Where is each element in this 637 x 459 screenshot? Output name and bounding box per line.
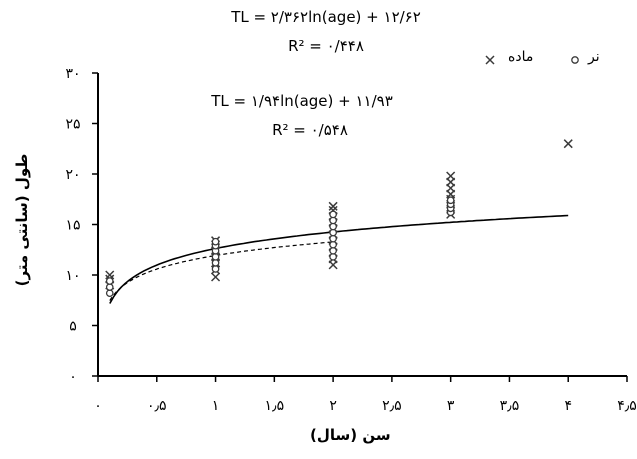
x-tick-label: ۳ (447, 398, 455, 414)
female-trend-r2: R² = ۰/۴۴۸ (288, 37, 364, 55)
y-tick-label: ۰ (69, 369, 77, 385)
male-trendline (109, 241, 334, 301)
male-point (446, 196, 455, 205)
female-point (211, 272, 221, 282)
x-axis-title: سن (سال) (310, 426, 391, 444)
x-tick-label: ۳٫۵ (500, 398, 520, 414)
male-point (105, 277, 114, 285)
legend-label-male: نر (588, 49, 600, 65)
y-tick-label: ۱۵ (65, 218, 80, 234)
female-trend-equation: TL = ۲/۳۶۲ln(age) + ۱۲/۶۲ (231, 8, 421, 26)
legend-label-female: ماده (508, 49, 534, 65)
data-points (105, 139, 573, 298)
female-point (563, 139, 573, 149)
female-point (446, 171, 456, 181)
legend-marker-female (485, 55, 495, 65)
y-tick-label: ۳۰ (65, 66, 80, 82)
female-point (328, 201, 338, 211)
x-tick-label: ۱ (212, 398, 220, 414)
x-tick-label: ۴ (564, 398, 572, 414)
x-tick-label: ۱٫۵ (265, 398, 285, 414)
male-trend-r2: R² = ۰/۵۴۸ (272, 121, 348, 139)
female-trendline (109, 214, 569, 304)
trendlines (109, 214, 569, 304)
legend-markers (485, 55, 579, 65)
male-point (211, 237, 220, 246)
y-tick-label: ۲۰ (65, 167, 80, 183)
x-tick-label: ۰ (94, 398, 102, 414)
y-tick-label: ۵ (69, 319, 77, 335)
x-tick-label: ۲٫۵ (382, 398, 402, 414)
y-tick-label: ۲۵ (65, 117, 80, 133)
female-point (105, 270, 115, 280)
x-tick-label: ۴٫۵ (617, 398, 637, 414)
legend-marker-male (571, 56, 579, 64)
male-point (329, 210, 337, 219)
x-tick-label: ۰٫۵ (147, 398, 167, 414)
x-tick-label: ۲ (329, 398, 337, 414)
y-tick-label: ۱۰ (65, 268, 80, 284)
male-trend-equation: TL = ۱/۹۴ln(age) + ۱۱/۹۳ (211, 92, 393, 110)
axes: ۰ ۰٫۵ ۱ ۱٫۵ ۲ ۲٫۵ ۳ ۳٫۵ ۴ ۴٫۵ ۰ ۵ ۱۰ ۱۵ ۲۰ ۲۵ ۳۰ (65, 66, 636, 414)
y-axis-title: طول (سانتی متر) (13, 153, 31, 287)
